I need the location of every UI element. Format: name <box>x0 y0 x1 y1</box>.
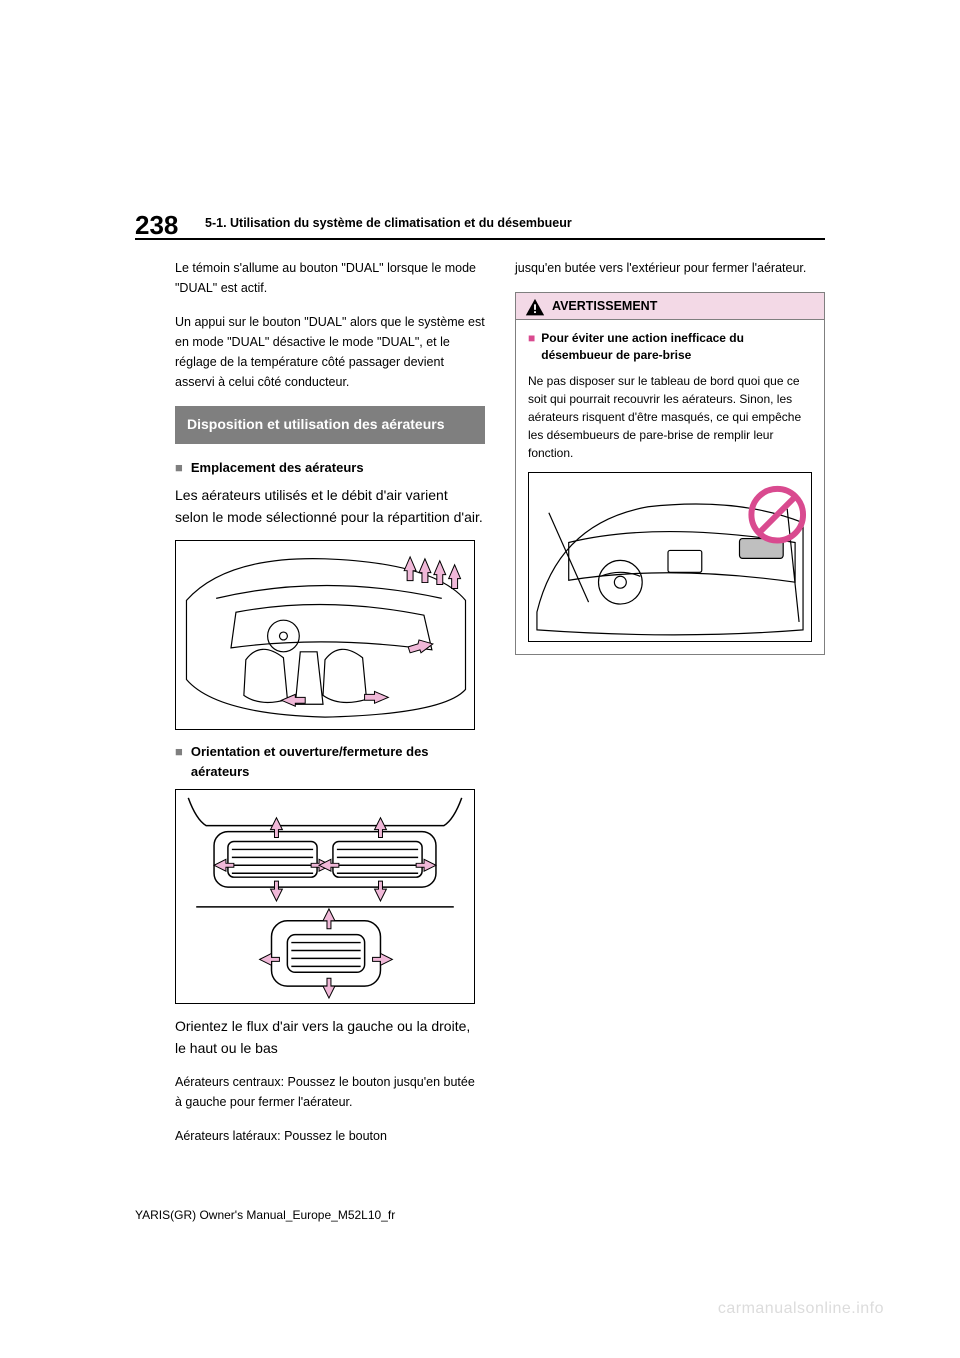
caption: Orientez le flux d'air vers la gauche ou… <box>175 1016 485 1059</box>
warning-title: AVERTISSEMENT <box>552 299 657 313</box>
left-column: Le témoin s'allume au bouton "DUAL" lors… <box>175 258 485 1146</box>
section-title: Disposition et utilisation des aérateurs <box>175 406 485 444</box>
page: 238 5-1. Utilisation du système de clima… <box>0 0 960 1358</box>
running-head: 5-1. Utilisation du système de climatisa… <box>205 216 572 230</box>
figure-dashboard-prohibit <box>528 472 812 642</box>
warning-body: ■ Pour éviter une action inefficace du d… <box>516 320 824 654</box>
warning-subhead-text: Pour éviter une action inefficace du dés… <box>541 330 812 364</box>
interior-airflow-illustration <box>176 541 474 729</box>
subheading-text: Emplacement des aérateurs <box>191 458 364 478</box>
figure-vent-adjust <box>175 789 475 1004</box>
subheading: ■ Orientation et ouverture/fermeture des… <box>175 742 485 781</box>
paragraph: jusqu'en butée vers l'extérieur pour fer… <box>515 258 825 278</box>
header-rule <box>135 238 825 240</box>
warning-box: AVERTISSEMENT ■ Pour éviter une action i… <box>515 292 825 655</box>
subheading: ■ Emplacement des aérateurs <box>175 458 485 478</box>
paragraph: Un appui sur le bouton "DUAL" alors que … <box>175 312 485 392</box>
square-bullet-icon: ■ <box>175 742 183 781</box>
figure-interior-airflow <box>175 540 475 730</box>
warning-triangle-icon <box>524 297 546 319</box>
watermark: carmanualsonline.info <box>718 1300 884 1318</box>
warning-header: AVERTISSEMENT <box>516 293 824 320</box>
square-bullet-icon: ■ <box>175 458 183 478</box>
paragraph: Le témoin s'allume au bouton "DUAL" lors… <box>175 258 485 298</box>
footer: YARIS(GR) Owner's Manual_Europe_M52L10_f… <box>135 1208 395 1222</box>
page-number: 238 <box>135 210 178 241</box>
paragraph: Aérateurs latéraux: Poussez le bouton <box>175 1126 485 1146</box>
paragraph: Aérateurs centraux: Poussez le bouton ju… <box>175 1072 485 1112</box>
warning-subhead: ■ Pour éviter une action inefficace du d… <box>528 330 812 364</box>
right-column: jusqu'en butée vers l'extérieur pour fer… <box>515 258 825 655</box>
dashboard-prohibit-illustration <box>529 473 811 642</box>
subheading-text: Orientation et ouverture/fermeture des a… <box>191 742 485 781</box>
square-bullet-icon: ■ <box>528 330 535 364</box>
vent-adjust-illustration <box>176 790 474 1003</box>
warning-text: Ne pas disposer sur le tableau de bord q… <box>528 372 812 462</box>
paragraph: Les aérateurs utilisés et le débit d'air… <box>175 485 485 528</box>
